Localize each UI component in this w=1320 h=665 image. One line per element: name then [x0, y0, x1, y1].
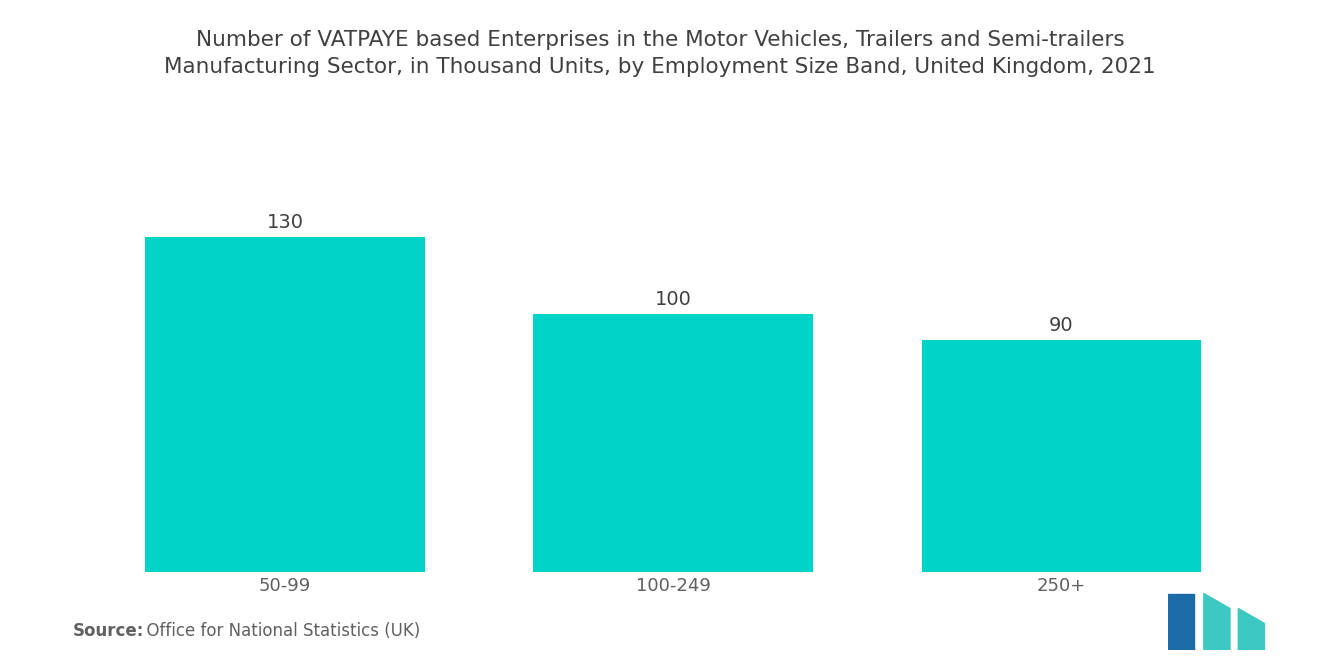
Text: Number of VATPAYE based Enterprises in the Motor Vehicles, Trailers and Semi-tra: Number of VATPAYE based Enterprises in t…: [164, 30, 1156, 77]
Bar: [921, 340, 1201, 572]
Polygon shape: [1168, 593, 1195, 650]
Text: 130: 130: [267, 213, 304, 232]
Text: Office for National Statistics (UK): Office for National Statistics (UK): [136, 622, 420, 640]
Polygon shape: [1238, 608, 1265, 650]
Bar: [533, 315, 813, 572]
Polygon shape: [1204, 593, 1230, 650]
Text: 90: 90: [1049, 316, 1073, 335]
Text: Source:: Source:: [73, 622, 144, 640]
Text: 100: 100: [655, 291, 692, 309]
Bar: [145, 237, 425, 572]
